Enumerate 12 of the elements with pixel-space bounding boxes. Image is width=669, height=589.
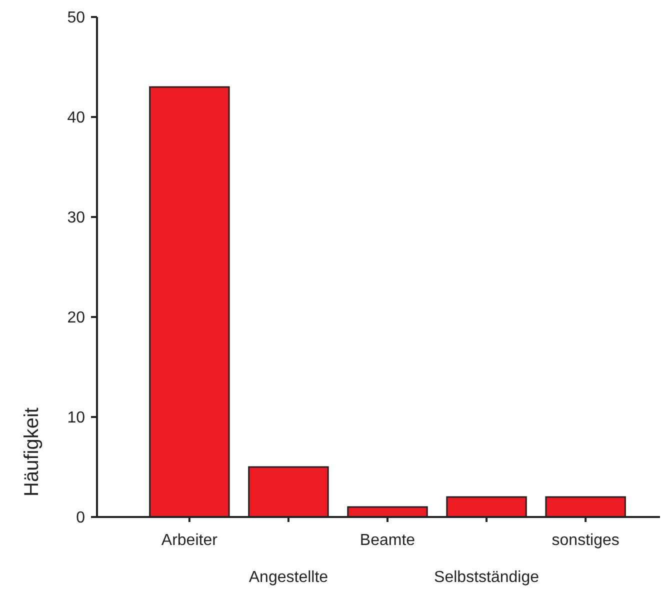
y-tick-label: 50 (67, 10, 86, 27)
y-tick-label: 20 (67, 310, 86, 327)
x-tick-label: Beamte (360, 532, 416, 549)
x-tick-label: sonstiges (552, 532, 620, 549)
y-tick-label: 40 (67, 110, 86, 127)
y-tick-label: 10 (67, 410, 86, 427)
y-axis-title: Häufigkeit (21, 407, 43, 496)
x-tick-label: Angestellte (248, 569, 328, 586)
x-tick-label: Selbstständige (434, 569, 540, 586)
y-tick-label: 0 (76, 510, 86, 527)
y-tick-label: 30 (67, 210, 86, 227)
x-tick-label: Arbeiter (161, 532, 218, 549)
